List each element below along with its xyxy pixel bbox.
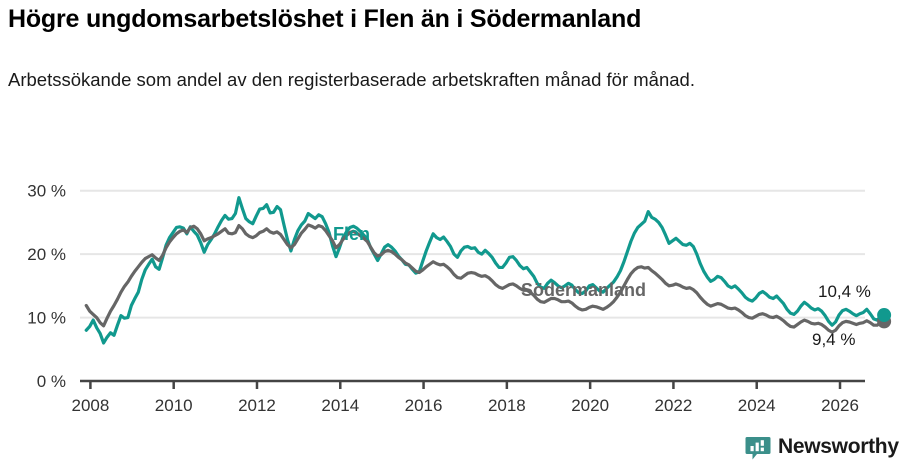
- x-axis-tick-label: 2024: [738, 396, 776, 415]
- x-axis-tick-label: 2026: [821, 396, 859, 415]
- x-axis-tick-label: 2018: [488, 396, 526, 415]
- x-axis-tick-label: 2012: [238, 396, 276, 415]
- y-axis-tick-label: 20 %: [27, 245, 66, 264]
- x-axis-tick-label: 2022: [655, 396, 693, 415]
- series-label-sodermanland: Södermanland: [521, 280, 646, 300]
- page-title: Högre ungdomsarbetslöshet i Flen än i Sö…: [8, 5, 642, 33]
- x-axis-tick-label: 2008: [71, 396, 109, 415]
- bar-chart-bubble-icon: [745, 434, 771, 460]
- series-end-dot-flen: [877, 308, 892, 323]
- newsworthy-wordmark: Newsworthy: [778, 435, 899, 458]
- page-subtitle: Arbetssökande som andel av den registerb…: [8, 69, 695, 90]
- series-line-södermanland: [84, 223, 886, 334]
- newsworthy-logo[interactable]: Newsworthy: [745, 434, 899, 460]
- x-axis-tick-label: 2014: [321, 396, 359, 415]
- end-value-label-sodermanland: 9,4 %: [812, 330, 855, 349]
- x-axis-tick-label: 2016: [405, 396, 443, 415]
- end-value-label-flen: 10,4 %: [818, 282, 871, 301]
- series-line-flen: [84, 196, 886, 345]
- x-axis-tick-label: 2020: [571, 396, 609, 415]
- x-axis-tick-label: 2010: [155, 396, 193, 415]
- y-axis-tick-label: 0 %: [37, 372, 66, 391]
- y-axis-tick-label: 30 %: [27, 182, 66, 201]
- y-axis-tick-label: 10 %: [27, 309, 66, 328]
- series-label-flen: Flen: [333, 224, 370, 244]
